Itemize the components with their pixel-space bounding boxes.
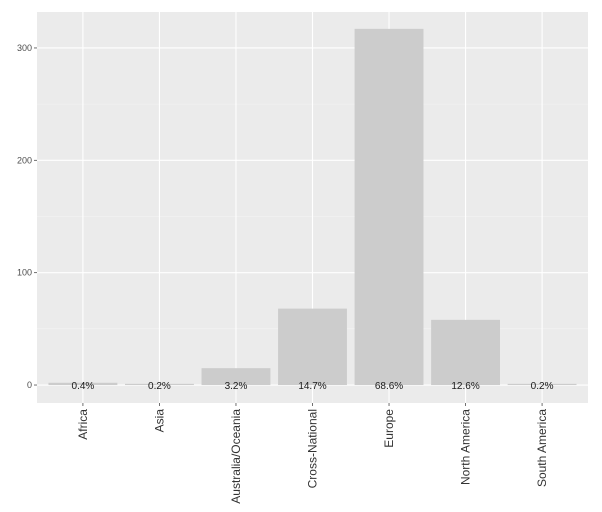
data-labels: 0.4% 0.2% 3.2% 14.7% 68.6% 12.6% 0.2% — [72, 381, 554, 392]
y-tick-label: 100 — [17, 268, 32, 278]
x-tick-label-asia: Asia — [152, 409, 166, 433]
data-label-south-america: 0.2% — [531, 381, 554, 392]
x-tick-label-north-america: North America — [459, 409, 473, 485]
bar-asia — [125, 383, 194, 386]
data-label-north-america: 12.6% — [451, 381, 479, 392]
bar-australia-oceania — [201, 368, 271, 386]
data-label-cross-national: 14.7% — [298, 381, 326, 392]
y-axis: 0 100 200 300 — [17, 43, 37, 390]
data-label-australia-oceania: 3.2% — [225, 381, 248, 392]
x-tick-label-cross-national: Cross-National — [306, 409, 320, 488]
data-label-africa: 0.4% — [72, 381, 95, 392]
y-tick-label: 300 — [17, 43, 32, 53]
bar-south-america — [507, 383, 577, 386]
bar-europe — [354, 28, 424, 386]
data-label-asia: 0.2% — [148, 381, 171, 392]
x-tick-label-africa: Africa — [76, 409, 90, 440]
y-tick-label: 0 — [27, 380, 32, 390]
data-label-europe: 68.6% — [375, 381, 403, 392]
y-tick-label: 200 — [17, 155, 32, 165]
x-tick-label-south-america: South America — [535, 409, 549, 487]
x-tick-label-australia-oceania: Australia/Oceania — [229, 409, 243, 504]
bar-africa — [48, 382, 118, 386]
bars — [48, 28, 577, 386]
x-tick-label-europe: Europe — [382, 409, 396, 448]
x-axis: Africa Asia Australia/Oceania Cross-Nationa… — [76, 403, 549, 504]
bar-cross-national — [278, 308, 347, 386]
bar-north-america — [431, 319, 500, 386]
